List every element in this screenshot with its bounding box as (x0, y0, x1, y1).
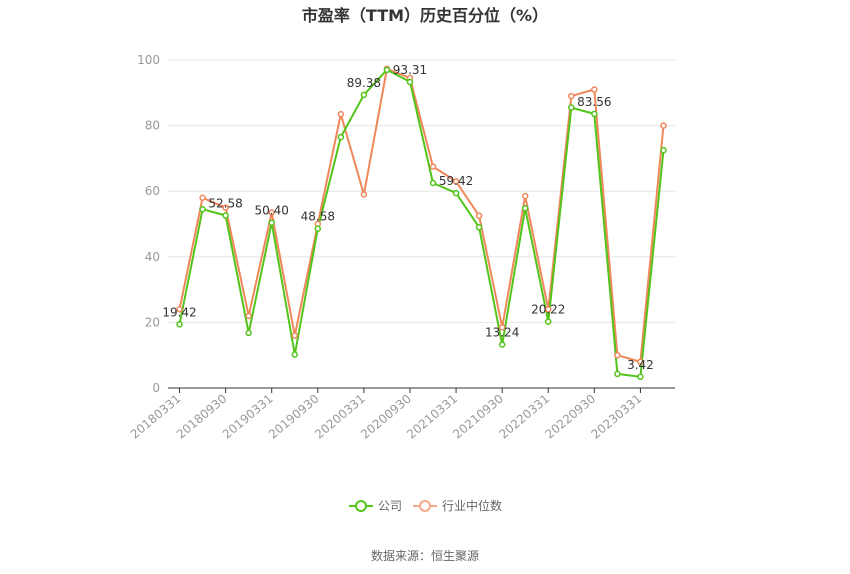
chart-title: 市盈率（TTM）历史百分位（%） (302, 6, 548, 25)
point-company[interactable] (245, 329, 252, 337)
data-label: 3.42 (627, 358, 654, 372)
source-note: 数据来源：恒生聚源 (371, 548, 479, 563)
point-company[interactable] (475, 224, 483, 231)
data-label: 83.56 (577, 95, 611, 109)
point-industry-median[interactable] (429, 163, 437, 170)
point-industry-median[interactable] (337, 110, 345, 118)
data-label: 59.42 (439, 174, 473, 188)
point-company[interactable] (452, 189, 460, 197)
data-label: 52.58 (208, 197, 242, 211)
point-company[interactable] (314, 225, 322, 232)
x-tick-label: 20180930 (174, 392, 230, 442)
data-label: 50.40 (255, 204, 289, 218)
point-industry-median[interactable] (176, 306, 183, 313)
point-company[interactable] (568, 104, 575, 111)
point-company[interactable] (383, 66, 391, 74)
y-tick-label: 40 (145, 250, 160, 264)
point-industry-median[interactable] (452, 178, 460, 185)
series-lines (176, 65, 667, 381)
grid-lines (168, 59, 675, 323)
point-industry-median[interactable] (199, 194, 206, 202)
y-tick-label: 0 (152, 381, 160, 395)
point-industry-median[interactable] (637, 358, 644, 366)
point-company[interactable] (660, 146, 667, 154)
data-label: 93.31 (393, 63, 427, 77)
point-company[interactable] (545, 318, 552, 325)
data-labels: 19.42 52.58 50.40 48.58 89.38 93.31 59.42 13.24… (162, 63, 653, 372)
data-label: 89.38 (347, 76, 381, 90)
point-company[interactable] (199, 205, 206, 213)
legend-label-industry-median: 行业中位数 (442, 498, 502, 513)
x-tick-label: 20210331 (404, 392, 460, 442)
y-tick-label: 20 (145, 315, 160, 329)
x-tick-label: 20200930 (358, 392, 414, 442)
point-company[interactable] (498, 341, 506, 348)
x-tick-label: 20220930 (542, 392, 598, 442)
point-industry-median[interactable] (498, 324, 506, 331)
legend[interactable]: 公司 行业中位数 (349, 498, 502, 513)
point-company[interactable] (176, 321, 183, 328)
y-tick-label: 60 (145, 184, 160, 198)
point-company[interactable] (591, 110, 598, 118)
legend-marker-company (355, 500, 367, 512)
series-line-industry-median (178, 67, 665, 363)
point-company[interactable] (291, 351, 298, 358)
point-industry-median[interactable] (614, 351, 621, 359)
x-axis: 2018033120180930201903312019093020200331… (128, 387, 675, 442)
point-industry-median[interactable] (475, 212, 483, 220)
point-industry-median[interactable] (360, 191, 368, 198)
y-tick-label: 80 (145, 119, 160, 133)
data-label: 48.58 (301, 210, 335, 224)
point-company[interactable] (222, 212, 229, 219)
y-axis-ticks: 0 20 40 60 80 100 (137, 53, 160, 395)
data-label: 20.22 (531, 303, 565, 317)
point-industry-median[interactable] (291, 332, 298, 339)
point-industry-median[interactable] (591, 86, 598, 93)
x-tick-label: 20190331 (220, 392, 276, 442)
point-industry-median[interactable] (545, 306, 552, 313)
legend-item-industry-median[interactable]: 行业中位数 (413, 498, 502, 513)
series-line-company (178, 68, 665, 378)
point-industry-median[interactable] (222, 204, 229, 211)
data-label: 19.42 (162, 305, 196, 319)
x-tick-label: 20180331 (128, 392, 184, 442)
point-industry-median[interactable] (268, 209, 275, 216)
point-industry-median[interactable] (660, 122, 667, 129)
point-company[interactable] (614, 370, 621, 378)
point-company[interactable] (429, 179, 437, 187)
point-company[interactable] (521, 205, 529, 212)
point-industry-median[interactable] (568, 92, 575, 100)
legend-item-company[interactable]: 公司 (349, 499, 402, 513)
x-tick-label: 20230331 (589, 392, 645, 442)
x-tick-label: 20190930 (266, 392, 322, 442)
point-company[interactable] (637, 373, 644, 381)
point-company[interactable] (268, 219, 275, 226)
x-tick-label: 20200331 (312, 392, 368, 442)
legend-marker-industry-median (419, 500, 431, 512)
point-company[interactable] (337, 133, 345, 141)
legend-label-company: 公司 (378, 499, 402, 513)
point-company[interactable] (360, 91, 368, 99)
x-tick-label: 20210930 (450, 392, 506, 442)
point-industry-median[interactable] (245, 312, 252, 320)
point-industry-median[interactable] (521, 192, 529, 200)
x-tick-label: 20220331 (496, 392, 552, 442)
y-tick-label: 100 (137, 53, 160, 67)
data-label: 13.24 (485, 326, 519, 340)
point-company[interactable] (406, 78, 414, 86)
